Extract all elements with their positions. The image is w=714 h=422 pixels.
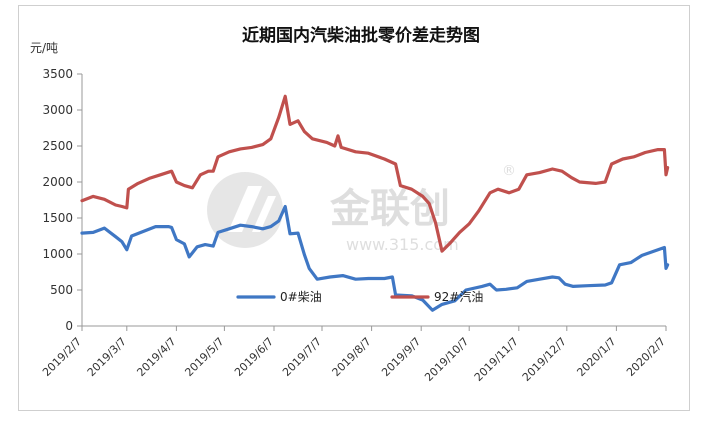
y-tick-label: 2500 <box>42 139 73 153</box>
x-tick-label: 2019/5/7 <box>182 335 226 379</box>
x-tick-label: 2019/6/7 <box>232 335 276 379</box>
x-tick-label: 2019/4/7 <box>134 335 178 379</box>
legend-label: 92#汽油 <box>434 289 483 304</box>
legend: 0#柴油 92#汽油 <box>236 289 483 304</box>
legend-label: 0#柴油 <box>280 290 322 304</box>
x-tick-label: 2019/10/7 <box>422 335 471 384</box>
watermark-registered-mark: ® <box>502 163 516 179</box>
watermark-url: www.315.com <box>346 235 459 254</box>
x-tick-label: 2019/9/7 <box>379 335 423 379</box>
x-tick-label: 2019/7/7 <box>280 335 324 379</box>
x-tick-label: 2020/2/7 <box>624 335 668 379</box>
chart-title: 近期国内汽柴油批零价差走势图 <box>242 25 480 46</box>
y-tick-label: 3500 <box>42 67 73 81</box>
x-tick-label: 2019/8/7 <box>330 335 374 379</box>
x-tick-label: 2019/3/7 <box>85 335 129 379</box>
chart-frame <box>18 5 690 411</box>
y-tick-label: 1500 <box>42 211 73 225</box>
x-tick-label: 2019/12/7 <box>520 335 569 384</box>
watermark-logo-icon <box>207 172 283 248</box>
y-tick-label: 0 <box>65 319 73 333</box>
y-tick-label: 1000 <box>42 247 73 261</box>
y-tick-label: 500 <box>50 283 73 297</box>
x-tick-label: 2019/11/7 <box>472 335 521 384</box>
x-tick-label: 2020/1/7 <box>574 335 618 379</box>
series-lines <box>80 94 670 312</box>
y-unit-label: 元/吨 <box>30 41 58 55</box>
y-tick-label: 2000 <box>42 175 73 189</box>
x-tick-label: 2019/2/7 <box>40 335 84 379</box>
watermark: 金联创 ® www.315.com <box>207 163 516 254</box>
series-line-diesel <box>80 204 670 312</box>
series-line-gasoline <box>80 94 670 253</box>
y-tick-label: 3000 <box>42 103 73 117</box>
